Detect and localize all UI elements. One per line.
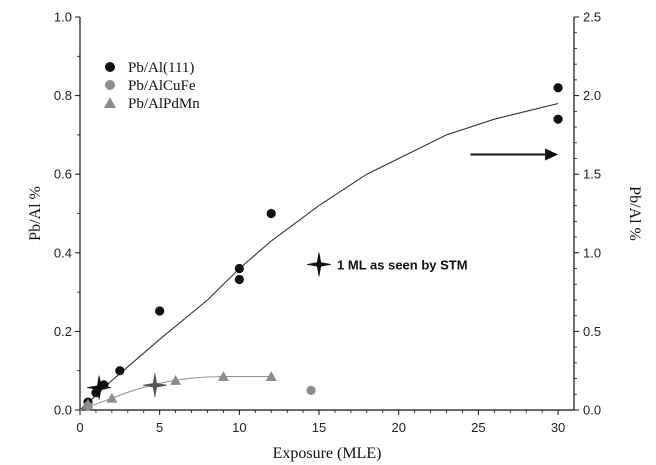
y2-tick-label: 1.5 <box>583 167 601 182</box>
y2-tick-label: 2.0 <box>583 88 601 103</box>
data-point-0 <box>155 306 165 316</box>
x-tick-label: 5 <box>156 420 163 435</box>
y-tick-label: 0.0 <box>54 403 72 418</box>
data-point-0 <box>234 274 244 285</box>
star-marker <box>142 373 167 398</box>
data-point-0 <box>553 114 563 124</box>
y-tick-label: 0.8 <box>54 88 72 103</box>
data-point-0 <box>266 208 276 219</box>
y2-axis-title: Pb/Al % <box>626 186 643 241</box>
arrow-head-icon <box>545 148 559 161</box>
y-tick-label: 0.4 <box>54 245 72 260</box>
x-tick-label: 30 <box>551 420 565 435</box>
legend-marker <box>105 80 115 90</box>
data-point-0 <box>115 366 125 376</box>
x-tick-label: 10 <box>232 420 246 435</box>
data-point-0 <box>553 83 563 93</box>
legend-label: Pb/AlPdMn <box>128 96 200 112</box>
legend-label: Pb/Al(111) <box>128 60 194 76</box>
data-point-2 <box>217 371 229 381</box>
y-axis-title: Pb/Al % <box>27 186 44 241</box>
fit-curve-0 <box>79 102 559 411</box>
x-tick-label: 0 <box>76 420 83 435</box>
star-marker <box>87 375 112 400</box>
data-point-2 <box>170 375 182 385</box>
x-tick-label: 15 <box>312 420 326 435</box>
y2-tick-label: 1.0 <box>583 245 601 260</box>
y-tick-label: 0.6 <box>54 167 72 182</box>
x-tick-label: 20 <box>391 420 405 435</box>
y2-tick-label: 0.5 <box>583 324 601 339</box>
data-point-0 <box>234 263 244 274</box>
x-axis-title: Exposure (MLE) <box>273 445 382 462</box>
y2-tick-label: 2.5 <box>583 10 601 25</box>
annotation-star-icon <box>306 252 332 277</box>
legend-label: Pb/AlCuFe <box>128 78 196 94</box>
y2-tick-label: 0.0 <box>583 403 601 418</box>
annotation-text: 1 ML as seen by STM <box>337 257 468 272</box>
legend-marker <box>105 62 115 72</box>
data-point-2 <box>82 398 94 409</box>
data-point-2 <box>265 371 277 381</box>
y-tick-label: 1.0 <box>54 10 72 25</box>
data-point-1 <box>306 385 316 395</box>
data-point-2 <box>106 392 118 403</box>
legend-marker <box>104 97 116 108</box>
y-tick-label: 0.2 <box>54 324 72 339</box>
x-tick-label: 25 <box>471 420 485 435</box>
